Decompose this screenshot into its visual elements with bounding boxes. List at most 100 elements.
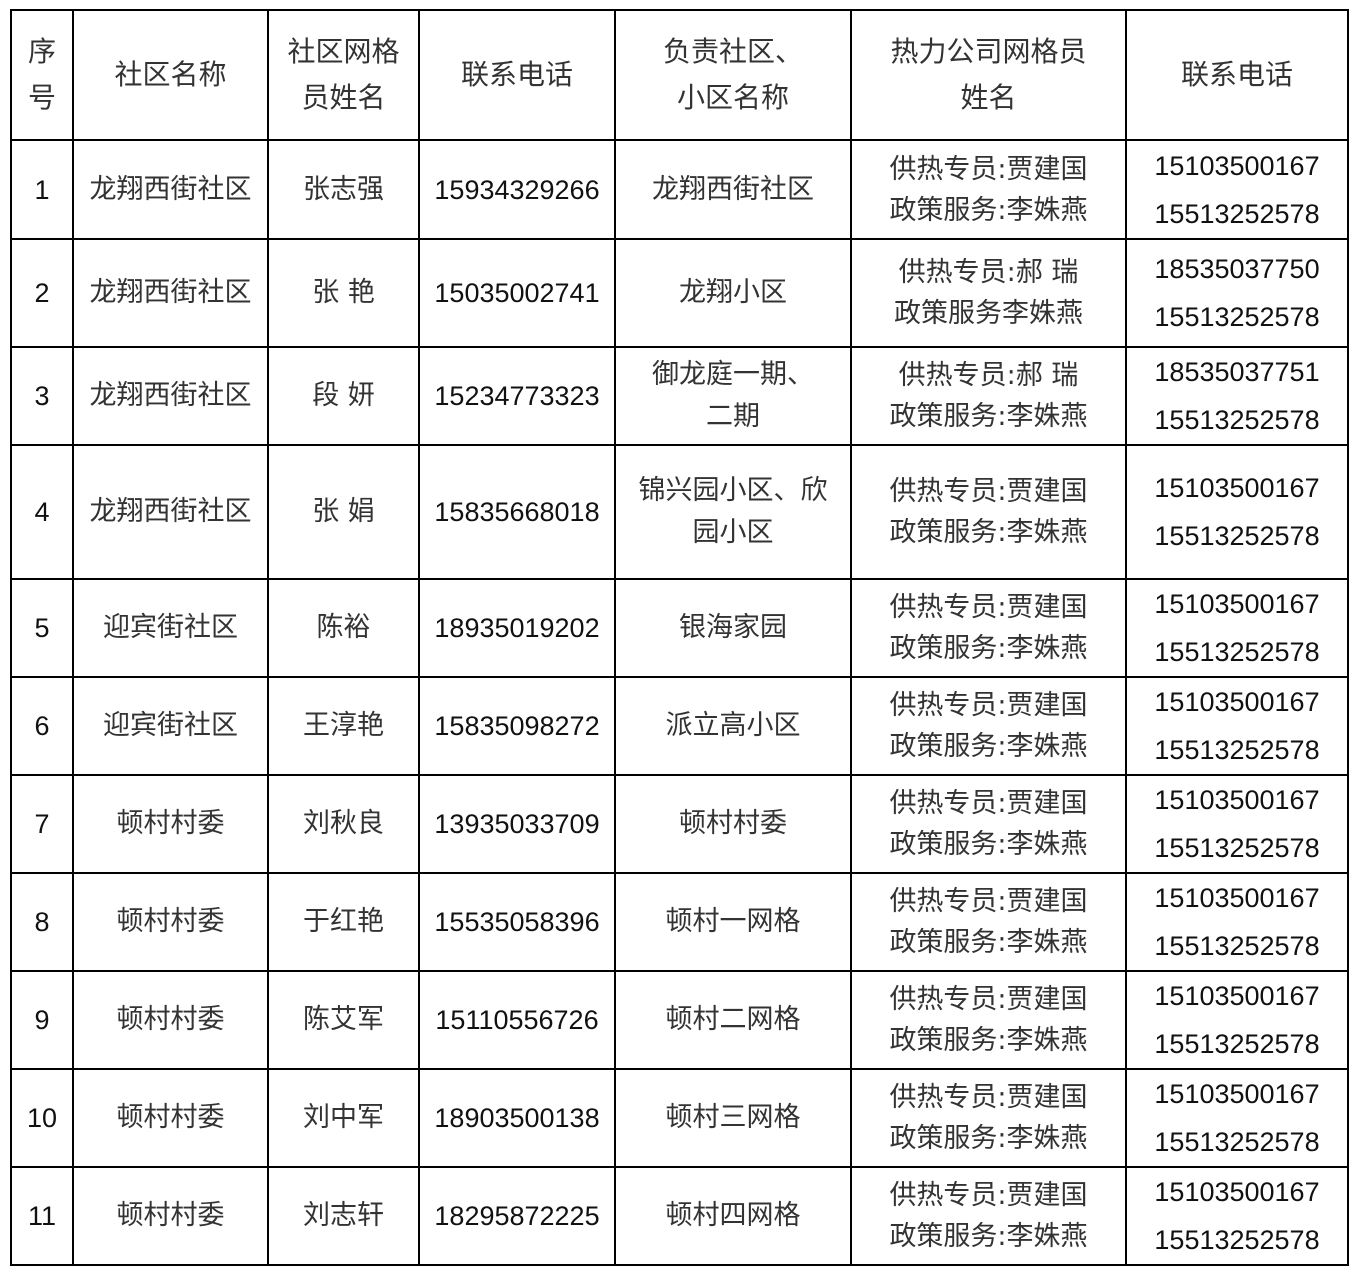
grid-staff-cell: 王淳艳 xyxy=(267,676,420,776)
community-cell: 龙翔西街社区 xyxy=(72,139,269,240)
phone-cell: 13935033709 xyxy=(418,774,616,874)
area-line: 龙翔西街社区 xyxy=(652,173,814,205)
heat-staff-line: 供热专员:贾建国 xyxy=(889,153,1088,185)
heat-phone-line: 15513252578 xyxy=(1154,735,1320,765)
area-cell: 龙翔小区 xyxy=(614,238,852,348)
heat-staff-line: 政策服务:李姝燕 xyxy=(889,517,1088,548)
area-line: 顿村四网格 xyxy=(665,1200,801,1231)
header-text-line: 社区网格 xyxy=(287,35,400,68)
serial-cell: 4 xyxy=(10,444,74,580)
grid-staff-cell: 陈裕 xyxy=(267,578,420,678)
table-row: 6 迎宾街社区 王淳艳 15835098272 派立高小区 供热专员:贾建国 政策服务:李姝… xyxy=(10,676,1349,776)
heat-staff-cell: 供热专员:贾建国 政策服务:李姝燕 xyxy=(850,774,1127,874)
phone-cell: 18295872225 xyxy=(418,1166,616,1266)
heat-phone-line: 15513252578 xyxy=(1154,405,1320,435)
table-row: 8 顿村村委 于红艳 15535058396 顿村一网格 供热专员:贾建国 政策服务:李姝燕… xyxy=(10,872,1349,972)
header-text-line: 员姓名 xyxy=(301,81,386,114)
grid-staff-cell: 张志强 xyxy=(267,139,420,240)
heat-staff-cell: 供热专员:贾建国 政策服务:李姝燕 xyxy=(850,676,1127,776)
heat-staff-line: 供热专员:贾建国 xyxy=(889,1180,1088,1211)
community-cell: 顿村村委 xyxy=(72,872,269,972)
table-row: 9 顿村村委 陈艾军 15110556726 顿村二网格 供热专员:贾建国 政策服务:李姝燕… xyxy=(10,970,1349,1070)
header-serial: 序号 xyxy=(10,9,74,141)
heat-phone-line: 15513252578 xyxy=(1154,302,1320,332)
community-cell: 龙翔西街社区 xyxy=(72,238,269,348)
area-line: 锦兴园小区、欣 xyxy=(638,475,828,506)
header-text-line: 号 xyxy=(27,81,56,114)
table-row: 2 龙翔西街社区张 艳 15035002741 龙翔小区 供热专员:郝 瑞政策服务李姝燕… xyxy=(10,238,1349,348)
grid-staff-cell: 于红艳 xyxy=(267,872,420,972)
phone-cell: 15934329266 xyxy=(418,139,616,240)
area-line: 龙翔小区 xyxy=(679,277,787,308)
heat-staff-cell: 供热专员:郝 瑞政策服务:李姝燕 xyxy=(850,346,1127,446)
heat-staff-line: 政策服务:李姝燕 xyxy=(889,1025,1088,1056)
heat-phone-cell: 15103500167 15513252578 xyxy=(1125,676,1349,776)
table-row: 1 龙翔西街社区 张志强 15934329266 龙翔西街社区 供热专员:贾建国 政策服务:… xyxy=(10,139,1349,240)
area-cell: 顿村一网格 xyxy=(614,872,852,972)
heat-phone-cell: 15103500167 15513252578 xyxy=(1125,444,1349,580)
heat-staff-line: 政策服务:李姝燕 xyxy=(889,829,1088,860)
heat-phone-cell: 15103500167 15513252578 xyxy=(1125,1068,1349,1168)
header-text-line: 联系电话 xyxy=(460,58,573,91)
heat-staff-cell: 供热专员:贾建国 政策服务:李姝燕 xyxy=(850,1166,1127,1266)
heat-phone-cell: 15103500167 15513252578 xyxy=(1125,578,1349,678)
heat-staff-line: 政策服务:李姝燕 xyxy=(889,1123,1088,1154)
header-grid-staff: 社区网格 员姓名 xyxy=(267,9,420,141)
heat-staff-cell: 供热专员:贾建国 政策服务:李姝燕 xyxy=(850,872,1127,972)
area-cell: 顿村三网格 xyxy=(614,1068,852,1168)
table-row: 3 龙翔西街社区段 妍 15234773323 御龙庭一期、 二期 供热专员:郝 瑞政策服… xyxy=(10,346,1349,446)
heat-staff-line: 供热专员:贾建国 xyxy=(889,476,1088,507)
grid-staff-cell: 段 妍 xyxy=(267,346,420,446)
heat-phone-line: 15103500167 xyxy=(1154,1177,1320,1207)
heat-phone-line: 15513252578 xyxy=(1154,833,1320,863)
heat-staff-cell: 供热专员:贾建国 政策服务:李姝燕 xyxy=(850,444,1127,580)
area-cell: 御龙庭一期、 二期 xyxy=(614,346,852,446)
heat-staff-line: 政策服务:李姝燕 xyxy=(889,633,1088,664)
area-cell: 顿村四网格 xyxy=(614,1166,852,1266)
heat-phone-cell: 18535037751 15513252578 xyxy=(1125,346,1349,446)
grid-staff-cell: 刘秋良 xyxy=(267,774,420,874)
heat-phone-line: 15103500167 xyxy=(1154,473,1320,503)
header-text-line: 社区名称 xyxy=(114,58,227,91)
heat-phone-line: 18535037751 xyxy=(1154,357,1320,387)
heat-phone-line: 15103500167 xyxy=(1154,150,1320,181)
area-cell: 锦兴园小区、欣 园小区 xyxy=(614,444,852,580)
header-phone: 联系电话 xyxy=(418,9,616,141)
area-line: 二期 xyxy=(706,401,760,432)
header-text-line: 热力公司网格员 xyxy=(890,35,1087,68)
heat-staff-cell: 供热专员:贾建国 政策服务:李姝燕 xyxy=(850,970,1127,1070)
area-cell: 银海家园 xyxy=(614,578,852,678)
header-row: 序号社区名称 社区网格 员姓名 联系电话 负责社区、 小区名称 热力公司网格员 姓名 联系电话 xyxy=(10,9,1349,141)
heat-phone-cell: 15103500167 15513252578 xyxy=(1125,774,1349,874)
phone-cell: 15035002741 xyxy=(418,238,616,348)
header-text-line: 小区名称 xyxy=(676,81,789,114)
heat-phone-line: 15513252578 xyxy=(1154,1127,1320,1157)
community-cell: 迎宾街社区 xyxy=(72,676,269,776)
heat-phone-line: 18535037750 xyxy=(1154,254,1320,284)
table-row: 10 顿村村委 刘中军 18903500138 顿村三网格 供热专员:贾建国 政策服务:李姝… xyxy=(10,1068,1349,1168)
heat-phone-cell: 18535037750 15513252578 xyxy=(1125,238,1349,348)
header-text-line: 序 xyxy=(27,35,56,68)
heat-staff-line: 政策服务:李姝燕 xyxy=(889,1221,1088,1252)
heat-staff-line: 政策服务:李姝燕 xyxy=(889,927,1088,958)
heat-phone-cell: 15103500167 15513252578 xyxy=(1125,970,1349,1070)
grid-staff-cell: 张 艳 xyxy=(267,238,420,348)
heat-phone-line: 15513252578 xyxy=(1154,637,1320,667)
table-row: 4 龙翔西街社区张 娟 15835668018 锦兴园小区、欣 园小区 供热专员:贾建国政… xyxy=(10,444,1349,580)
phone-cell: 15835098272 xyxy=(418,676,616,776)
heat-staff-line: 政策服务:李姝燕 xyxy=(889,401,1088,432)
heat-phone-cell: 15103500167 15513252578 xyxy=(1125,872,1349,972)
phone-cell: 18935019202 xyxy=(418,578,616,678)
heat-staff-line: 供热专员:郝 瑞 xyxy=(898,257,1079,288)
community-cell: 迎宾街社区 xyxy=(72,578,269,678)
area-line: 园小区 xyxy=(692,517,774,548)
heat-phone-line: 15103500167 xyxy=(1154,589,1320,619)
serial-cell: 9 xyxy=(10,970,74,1070)
area-cell: 顿村村委 xyxy=(614,774,852,874)
heat-staff-cell: 供热专员:贾建国 政策服务:李姝燕 xyxy=(850,1068,1127,1168)
header-text-line: 联系电话 xyxy=(1180,58,1293,91)
heat-staff-line: 供热专员:贾建国 xyxy=(889,984,1088,1015)
area-line: 御龙庭一期、 xyxy=(652,359,814,390)
heat-phone-line: 15103500167 xyxy=(1154,1079,1320,1109)
heat-staff-line: 供热专员:贾建国 xyxy=(889,690,1088,721)
